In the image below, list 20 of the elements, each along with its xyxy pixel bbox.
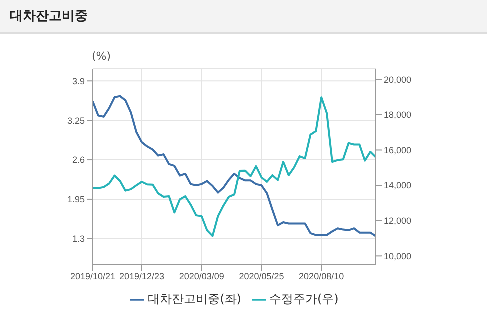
y2-tick-label: 16,000 xyxy=(384,145,412,156)
y2-tick-label: 18,000 xyxy=(384,110,412,120)
y-tick-label: 1.3 xyxy=(72,234,85,244)
x-tick-label: 2020/08/10 xyxy=(299,271,344,282)
legend-label: 대차잔고비중(좌) xyxy=(148,292,242,306)
y-tick-label: 2.6 xyxy=(72,155,85,166)
y-tick-label: 3.25 xyxy=(67,116,85,126)
y2-tick-label: 14,000 xyxy=(384,180,412,191)
legend-label: 수정주가(우) xyxy=(270,292,339,306)
y-tick-label: 3.9 xyxy=(72,76,85,86)
y2-tick-label: 10,000 xyxy=(384,251,412,262)
chart-title: 대차잔고비중 xyxy=(0,0,487,34)
y2-tick-label: 20,000 xyxy=(384,74,412,85)
x-tick-label: 2020/05/25 xyxy=(239,271,284,282)
x-tick-label: 2019/12/23 xyxy=(119,271,165,282)
y-axis-title: (%) xyxy=(92,50,112,63)
y-tick-label: 1.95 xyxy=(67,194,85,205)
y2-tick-label: 12,000 xyxy=(384,216,412,226)
x-tick-label: 2019/10/21 xyxy=(70,271,116,282)
x-tick-label: 2020/03/09 xyxy=(179,271,224,282)
